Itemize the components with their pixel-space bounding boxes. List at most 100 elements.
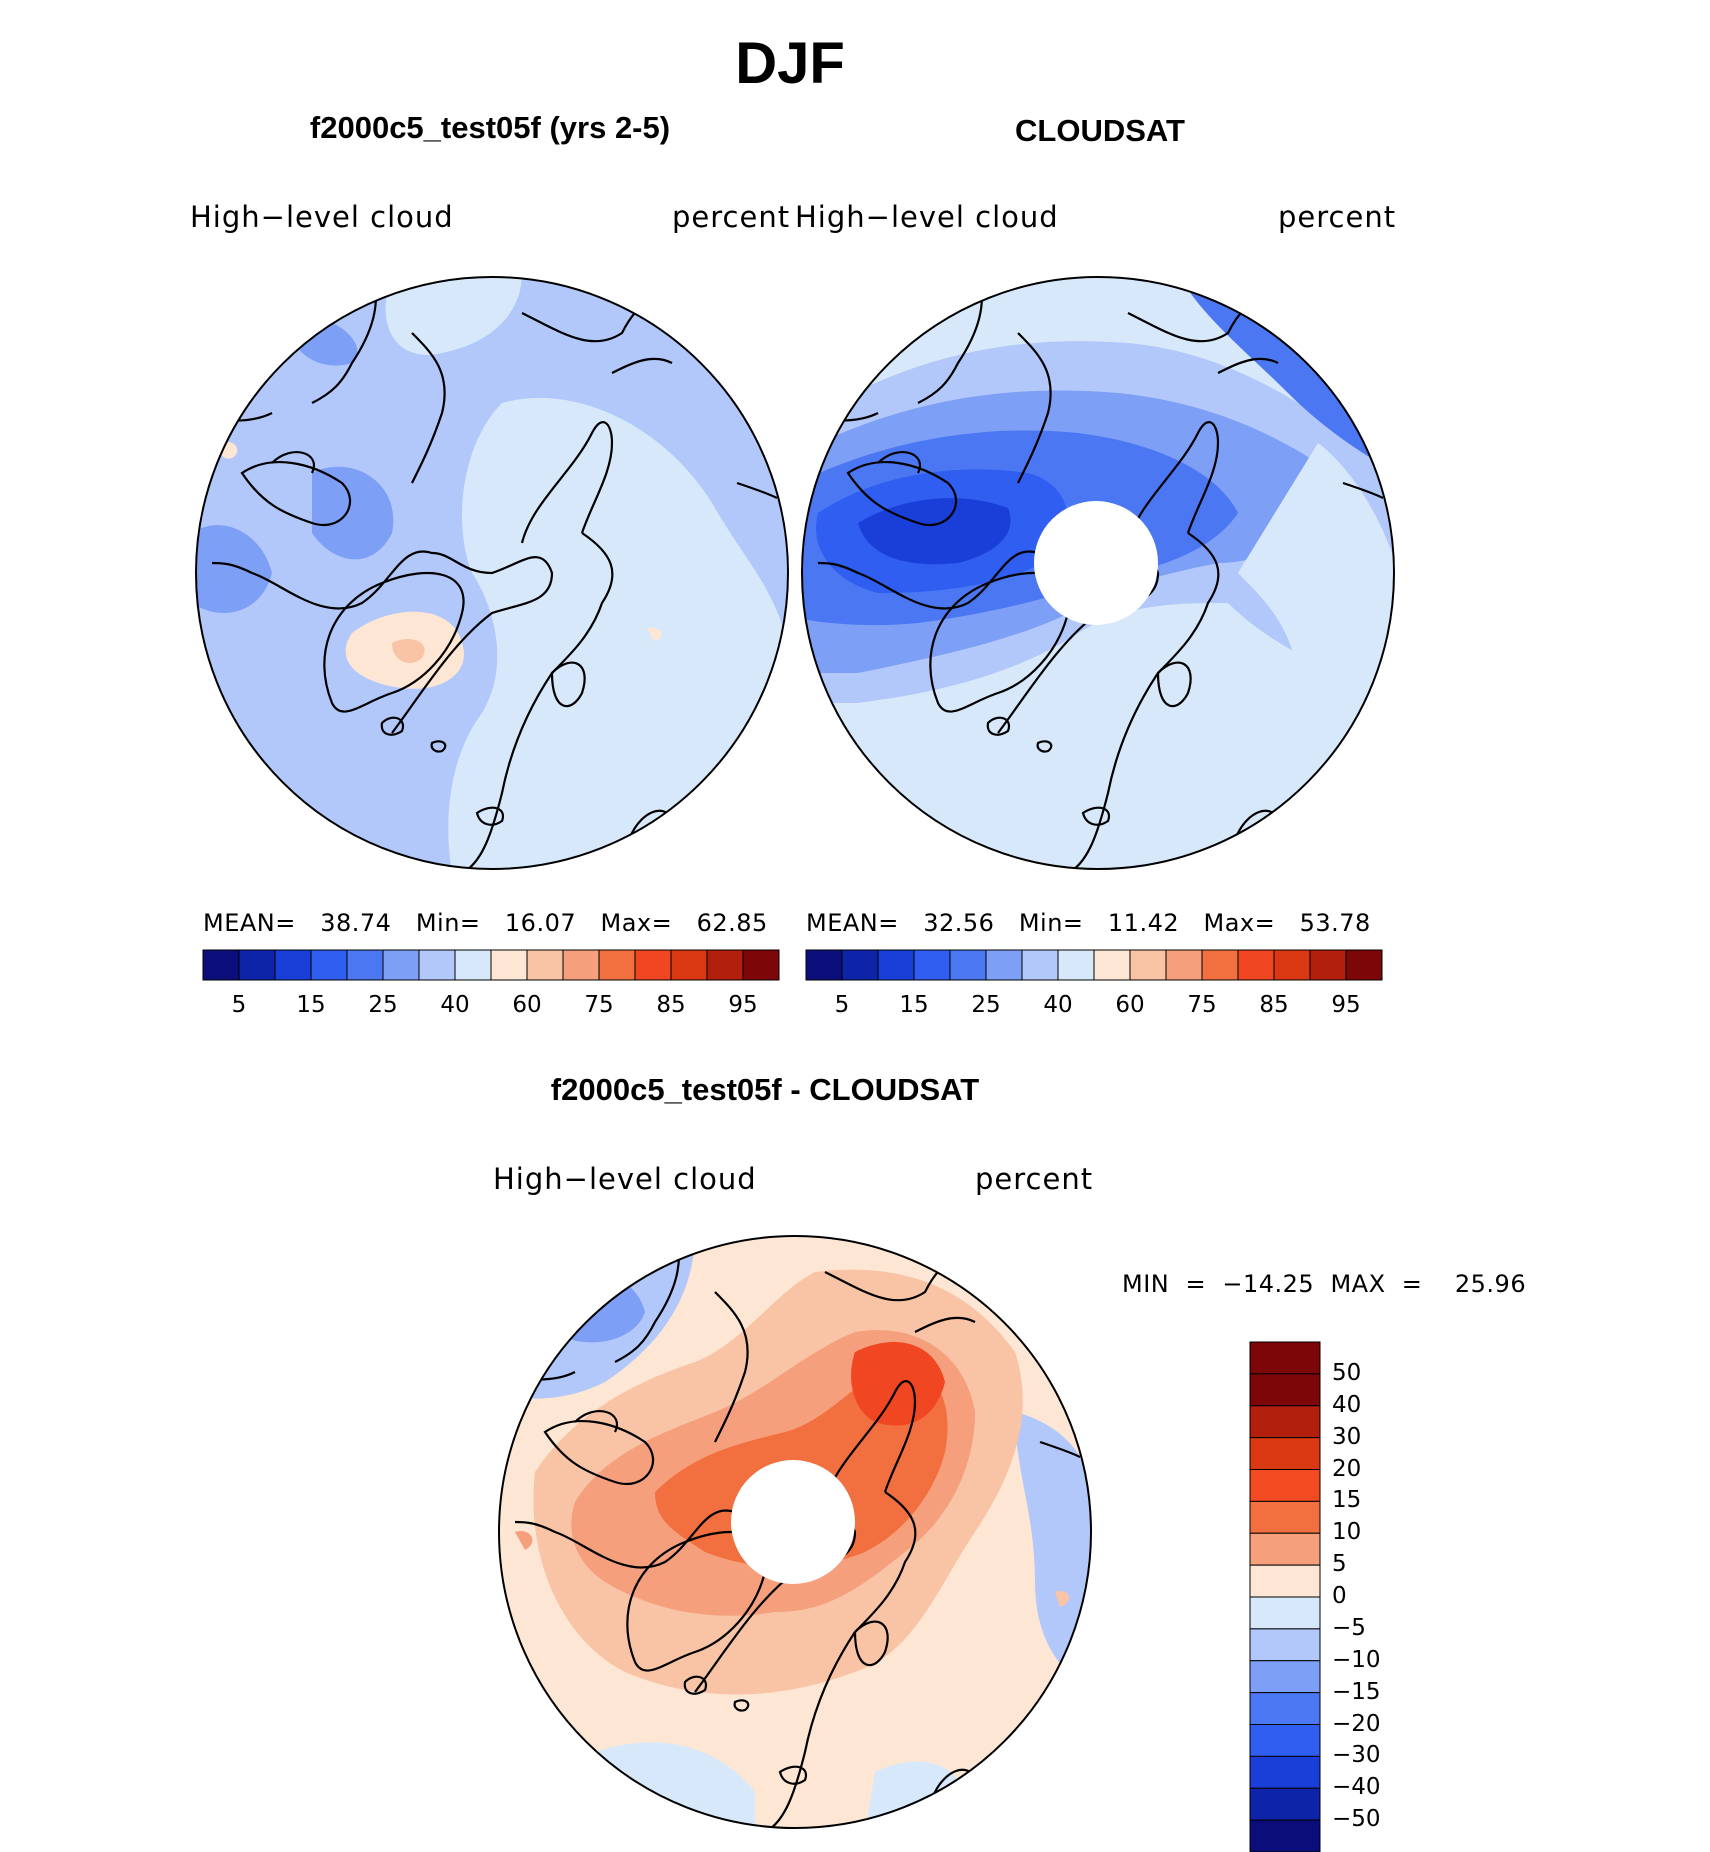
model-colorbar-bin xyxy=(634,949,672,981)
obs-colorbar-tick-label: 60 xyxy=(1115,992,1145,1018)
model-colorbar-bin xyxy=(310,949,348,981)
obs-colorbar-tick-label: 95 xyxy=(1331,992,1361,1018)
model-stats: MEAN= 38.74 Min= 16.07 Max= 62.85 xyxy=(203,909,768,937)
model-colorbar-bin xyxy=(742,949,780,981)
figure-title: DJF xyxy=(735,31,845,96)
diff-polar-hole xyxy=(731,1460,855,1584)
model-variable-label: High−level cloud xyxy=(190,200,454,234)
obs-colorbar-ticks: 5 15 25 40 60 75 85 95 xyxy=(806,992,1382,1022)
diff-panel-title: f2000c5_test05f - CLOUDSAT xyxy=(550,1072,980,1107)
model-colorbar-bin xyxy=(382,949,420,981)
diff-colorbar-tick-label: −50 xyxy=(1332,1806,1381,1833)
model-field-light-north xyxy=(385,277,522,355)
diff-colorbar-tick-label: 0 xyxy=(1332,1583,1347,1609)
obs-polar-hole xyxy=(1034,501,1158,625)
model-colorbar-bin xyxy=(274,949,312,981)
obs-colorbar-bin xyxy=(877,949,915,981)
diff-colorbar-bin xyxy=(1249,1692,1321,1725)
diff-colorbar-bin xyxy=(1249,1500,1321,1534)
obs-colorbar xyxy=(805,949,1383,981)
model-polar-map xyxy=(195,276,789,870)
diff-colorbar-bin xyxy=(1249,1405,1321,1439)
model-field-dark-arch xyxy=(312,466,394,560)
obs-polar-map xyxy=(801,276,1395,870)
diff-colorbar-tick-label: 5 xyxy=(1332,1551,1347,1578)
model-colorbar-bin xyxy=(562,949,600,981)
diff-colorbar xyxy=(1249,1341,1321,1852)
model-colorbar-tick-label: 85 xyxy=(656,992,686,1018)
model-colorbar-bin xyxy=(670,949,708,981)
model-colorbar-tick-label: 95 xyxy=(728,992,758,1018)
diff-colorbar-bin xyxy=(1249,1755,1321,1789)
diff-colorbar-tick-label: −20 xyxy=(1332,1710,1381,1737)
obs-units-label: percent xyxy=(1278,200,1397,234)
diff-colorbar-bin xyxy=(1249,1437,1321,1470)
model-colorbar-tick-label: 75 xyxy=(584,992,614,1018)
model-colorbar-tick-label: 40 xyxy=(440,992,470,1018)
obs-colorbar-bin xyxy=(1165,949,1203,981)
model-field-dark-east-core xyxy=(782,363,788,503)
diff-colorbar-bin xyxy=(1249,1564,1321,1598)
obs-panel-title: CLOUDSAT xyxy=(1015,113,1185,148)
diff-field-nw-blue-core xyxy=(531,1268,645,1343)
model-colorbar-bin xyxy=(490,949,528,981)
obs-colorbar-bin xyxy=(1345,949,1383,981)
diff-colorbar-ticks: 50 40 30 20 15 10 5 0 −5 −10 −15 −20 −30 −40 −50 xyxy=(1332,1342,1422,1852)
diff-colorbar-tick-label: −30 xyxy=(1332,1742,1381,1769)
model-panel-title: f2000c5_test05f (yrs 2-5) xyxy=(309,110,671,145)
diff-colorbar-bin xyxy=(1249,1819,1321,1852)
obs-colorbar-bin xyxy=(805,949,843,981)
diff-colorbar-tick-label: 20 xyxy=(1332,1455,1362,1482)
diff-colorbar-tick-label: 15 xyxy=(1332,1487,1362,1514)
model-units-label: percent xyxy=(672,200,791,234)
diff-colorbar-tick-label: 30 xyxy=(1332,1423,1362,1450)
obs-colorbar-tick-label: 40 xyxy=(1043,992,1073,1018)
model-colorbar-bin xyxy=(598,949,636,981)
model-colorbar-bin xyxy=(202,949,240,981)
obs-colorbar-tick-label: 15 xyxy=(899,992,929,1018)
model-field-warm-greenland-core xyxy=(392,638,425,663)
diff-colorbar-tick-label: −40 xyxy=(1332,1774,1381,1801)
diff-colorbar-bin xyxy=(1249,1596,1321,1630)
diff-colorbar-tick-label: 50 xyxy=(1332,1359,1362,1386)
obs-colorbar-bin xyxy=(1093,949,1131,981)
diff-colorbar-bin xyxy=(1249,1341,1321,1375)
obs-colorbar-bin xyxy=(1237,949,1275,981)
model-field-warm-dot2 xyxy=(647,627,662,641)
model-colorbar-bin xyxy=(418,949,456,981)
diff-colorbar-bin xyxy=(1249,1532,1321,1566)
diff-variable-label: High−level cloud xyxy=(493,1162,757,1196)
obs-colorbar-bin xyxy=(1309,949,1347,981)
model-colorbar-tick-label: 25 xyxy=(368,992,398,1018)
obs-colorbar-tick-label: 25 xyxy=(971,992,1001,1018)
diff-colorbar-bin xyxy=(1249,1724,1321,1757)
diff-units-label: percent xyxy=(975,1162,1094,1196)
diff-field-warm-ne-core xyxy=(851,1342,945,1426)
diff-colorbar-tick-label: −10 xyxy=(1332,1646,1381,1673)
diff-colorbar-tick-label: −5 xyxy=(1332,1614,1366,1641)
obs-colorbar-tick-label: 75 xyxy=(1187,992,1217,1018)
obs-variable-label: High−level cloud xyxy=(795,200,1059,234)
model-colorbar-ticks: 5 15 25 40 60 75 85 95 xyxy=(203,992,779,1022)
diff-polar-map xyxy=(498,1235,1092,1829)
obs-stats: MEAN= 32.56 Min= 11.42 Max= 53.78 xyxy=(806,909,1371,937)
model-colorbar-bin xyxy=(238,949,276,981)
diff-colorbar-tick-label: 10 xyxy=(1332,1519,1362,1546)
diff-colorbar-bin xyxy=(1249,1787,1321,1821)
model-colorbar-bin xyxy=(454,949,492,981)
model-colorbar xyxy=(202,949,780,981)
obs-colorbar-bin xyxy=(1273,949,1311,981)
obs-colorbar-tick-label: 85 xyxy=(1259,992,1289,1018)
diff-field-e-blue xyxy=(1015,1412,1091,1692)
obs-colorbar-bin xyxy=(949,949,987,981)
obs-colorbar-bin xyxy=(1201,949,1239,981)
diff-stats: MIN = −14.25 MAX = 25.96 xyxy=(1122,1270,1527,1298)
obs-colorbar-bin xyxy=(913,949,951,981)
obs-colorbar-bin xyxy=(1057,949,1095,981)
diff-colorbar-bin xyxy=(1249,1660,1321,1694)
model-colorbar-bin xyxy=(706,949,744,981)
model-colorbar-bin xyxy=(526,949,564,981)
diff-field-warm-spot1 xyxy=(515,1531,533,1550)
model-colorbar-tick-label: 5 xyxy=(231,992,247,1018)
diff-colorbar-bin xyxy=(1249,1469,1321,1502)
